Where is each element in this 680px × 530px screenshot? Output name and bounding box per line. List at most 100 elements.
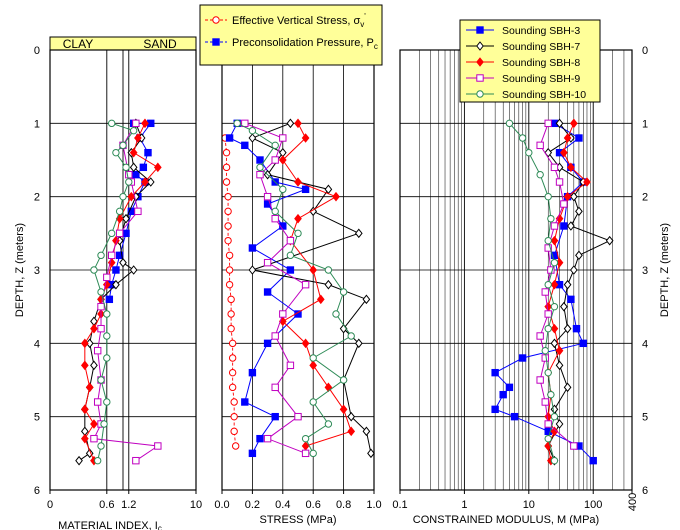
data-point-sbh8 — [309, 265, 318, 275]
data-point-sbh10 — [100, 420, 108, 428]
data-point-sbh10 — [550, 456, 559, 465]
depth-tick-label: 2 — [642, 192, 648, 204]
data-point-sbh3 — [105, 295, 114, 304]
data-point-sbh7 — [563, 382, 572, 393]
effective-stress-point — [227, 310, 235, 318]
effective-stress-point — [222, 148, 231, 157]
data-point-sbh8 — [563, 133, 572, 143]
data-point-sbh9 — [125, 170, 133, 179]
data-point-sbh10 — [122, 163, 130, 172]
data-point-sbh9 — [544, 310, 552, 318]
series-line-sbh7 — [78, 123, 152, 462]
data-point-sbh9 — [279, 134, 287, 142]
legend-sounding-label: Sounding SBH-9 — [502, 73, 580, 85]
data-point-sbh10 — [271, 207, 279, 216]
data-point-sbh3 — [248, 244, 257, 252]
data-point-sbh3 — [589, 456, 597, 465]
data-point-sbh10 — [309, 354, 317, 362]
legend-stress-marker — [212, 16, 220, 24]
data-point-sbh10 — [107, 119, 116, 128]
data-point-sbh8 — [347, 426, 356, 437]
data-point-sbh8 — [309, 360, 318, 371]
data-point-sbh10 — [294, 229, 302, 238]
x-tick-label: 400 — [627, 493, 639, 511]
data-point-sbh7 — [563, 279, 572, 290]
data-point-sbh7 — [146, 177, 155, 187]
depth-axis-label-left: DEPTH, Z (meters) — [14, 223, 26, 317]
series-sbh10 — [233, 119, 355, 458]
data-point-sbh10 — [248, 126, 257, 135]
data-point-sbh9 — [544, 420, 552, 428]
data-point-sbh3 — [567, 295, 575, 304]
data-point-sbh8 — [555, 213, 564, 224]
series-sbh10 — [505, 119, 559, 465]
data-point-sbh7 — [354, 228, 363, 239]
data-point-sbh10 — [518, 134, 527, 142]
effective-stress-point — [222, 163, 231, 172]
data-point-sbh8 — [80, 404, 89, 415]
data-point-sbh9 — [271, 383, 279, 392]
data-point-sbh10 — [339, 376, 348, 384]
data-point-sbh10 — [119, 141, 127, 150]
data-point-sbh9 — [90, 434, 98, 443]
depth-tick-label: 0 — [34, 45, 40, 57]
data-point-sbh10 — [536, 170, 544, 179]
x-tick-label: 0.0 — [214, 499, 229, 511]
data-point-sbh7 — [544, 147, 553, 158]
depth-tick-label: 3 — [642, 265, 648, 277]
data-point-sbh8 — [294, 213, 302, 224]
data-point-sbh10 — [544, 324, 552, 333]
data-point-sbh8 — [80, 338, 89, 349]
data-point-sbh10 — [547, 390, 555, 399]
data-point-sbh8 — [569, 118, 578, 129]
data-point-sbh3 — [301, 185, 310, 194]
panel-stress: 0.0 0.2 0.4 0.6 0.8 1.0 STRESS (MPa) — [214, 49, 382, 526]
data-point-sbh3 — [491, 405, 499, 414]
data-point-sbh8 — [153, 162, 162, 173]
x-tick-label: 0.6 — [99, 499, 114, 511]
data-point-sbh8 — [544, 411, 553, 422]
data-point-sbh3 — [263, 339, 272, 348]
x-tick-label: 100 — [584, 499, 602, 511]
series-effective-vertical-stress — [221, 134, 240, 450]
data-point-sbh9 — [286, 361, 295, 370]
data-point-sbh10 — [97, 376, 105, 384]
data-point-sbh7 — [575, 206, 583, 217]
series-line-sbh8 — [281, 123, 352, 447]
data-point-sbh8 — [560, 147, 568, 158]
data-point-sbh10 — [550, 302, 559, 311]
effective-stress-point — [222, 178, 231, 186]
data-point-sbh8 — [294, 118, 302, 129]
data-point-sbh7 — [309, 206, 318, 217]
data-point-sbh10 — [544, 280, 552, 289]
data-point-sbh9 — [541, 354, 549, 362]
data-point-sbh9 — [555, 178, 564, 186]
legend-sounding-marker — [476, 26, 484, 34]
zone-label-sand: SAND — [143, 37, 177, 51]
data-point-sbh9 — [93, 398, 102, 406]
data-point-sbh3 — [115, 251, 124, 260]
series-line-sbh9 — [244, 122, 307, 454]
data-point-sbh3 — [225, 134, 234, 142]
legend-sounding-marker — [476, 90, 484, 98]
depth-tick-label: 6 — [34, 485, 40, 497]
data-point-sbh10 — [544, 368, 552, 377]
data-point-sbh9 — [256, 170, 264, 179]
x-tick-label: 1.2 — [121, 499, 136, 511]
x-tick-label: 10 — [523, 499, 535, 511]
data-point-sbh8 — [339, 404, 348, 415]
data-point-sbh8 — [301, 133, 310, 143]
panel-material-index-series — [75, 118, 162, 466]
series-line-sbh8 — [84, 123, 159, 461]
data-point-sbh3 — [499, 390, 507, 399]
data-point-sbh9 — [263, 434, 272, 443]
data-point-sbh3 — [112, 266, 120, 274]
effective-stress-point — [227, 295, 235, 304]
effective-stress-point — [225, 280, 234, 289]
data-point-sbh7 — [569, 265, 578, 275]
data-point-sbh9 — [536, 141, 544, 150]
data-point-sbh9 — [294, 412, 302, 421]
data-point-sbh3 — [263, 288, 272, 296]
data-point-sbh9 — [97, 324, 105, 333]
data-point-sbh7 — [347, 411, 356, 422]
